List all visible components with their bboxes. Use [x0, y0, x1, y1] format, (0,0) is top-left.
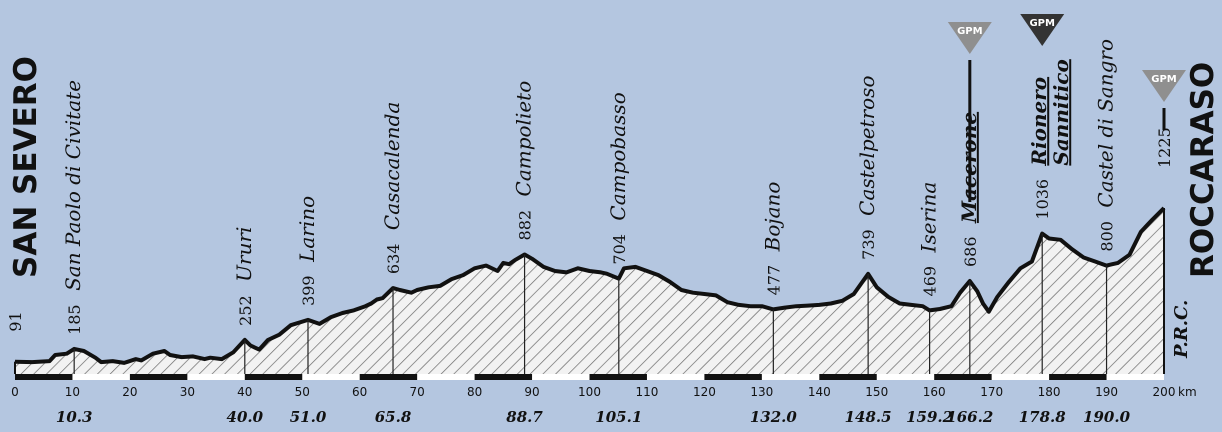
- waypoint-name: Iserina: [917, 182, 941, 254]
- x-tick-label: 0: [11, 385, 19, 399]
- x-tick-label: 160: [923, 385, 946, 399]
- waypoint-km-label: 10.3: [56, 408, 93, 426]
- waypoint-name: Campolieto: [512, 81, 536, 197]
- waypoint-name: Bojano: [760, 182, 784, 253]
- waypoint-km-label: 65.8: [375, 408, 412, 426]
- x-tick-label: 30: [180, 385, 195, 399]
- x-tick-label: 100: [578, 385, 601, 399]
- waypoint-altitude: 252: [236, 295, 255, 326]
- waypoint-altitude: 1036: [1033, 179, 1052, 220]
- waypoint-altitude: 185: [65, 304, 84, 335]
- axis-bar-segment: [589, 374, 647, 380]
- x-tick-label: 170: [980, 385, 1003, 399]
- waypoint-name: San Paolo di Civitate: [61, 80, 85, 291]
- axis-bar-segment: [359, 374, 418, 380]
- profile-line: [14, 206, 1166, 365]
- waypoint-name: Rionero: [1027, 77, 1051, 167]
- x-tick-label: 200: [1153, 385, 1176, 399]
- waypoint-km-label: 105.1: [595, 408, 642, 426]
- axis-bar-segment: [1049, 374, 1107, 380]
- waypoint-name: Larino: [295, 196, 319, 263]
- waypoint-altitude: 704: [610, 234, 629, 265]
- axis-bar-segment: [15, 374, 73, 380]
- waypoint-dropline-layer: [73, 233, 1108, 374]
- start-altitude: 91: [6, 311, 25, 331]
- waypoint-altitude: 634: [384, 244, 403, 275]
- x-tick-label: 180: [1038, 385, 1061, 399]
- axis-bar-segment: [819, 374, 877, 380]
- waypoint-altitude: 800: [1098, 221, 1117, 252]
- finish-town-label: ROCCARASO: [1185, 62, 1221, 278]
- x-tick-label: 60: [352, 385, 367, 399]
- x-tick-label: 90: [524, 385, 539, 399]
- waypoint-km-label: 148.5: [845, 408, 892, 426]
- waypoint-km-label: 166.2: [946, 408, 993, 426]
- x-unit-label: km: [1178, 385, 1197, 399]
- waypoint-km-label: 132.0: [750, 408, 798, 426]
- axis-bar-segment: [934, 374, 992, 380]
- x-tick-label: 50: [295, 385, 310, 399]
- axis-bar-segment: [129, 374, 188, 380]
- profile-area-layer: [14, 206, 1166, 374]
- x-tick-label: 10: [65, 385, 80, 399]
- waypoint-km-label: 190.0: [1083, 408, 1131, 426]
- gpm-flag-icon: [947, 22, 992, 54]
- waypoint-name: Campobasso: [606, 92, 630, 220]
- waypoint-name: Castelpetroso: [855, 76, 879, 216]
- waypoint-name: Castel di Sangro: [1094, 39, 1118, 208]
- x-tick-label: 150: [865, 385, 888, 399]
- start-town-label: SAN SEVERO: [8, 56, 44, 278]
- waypoint-name: Ururi: [232, 227, 256, 282]
- waypoint-altitude: 469: [921, 266, 940, 297]
- waypoint-km-label: 88.7: [506, 408, 543, 426]
- x-tick-label: 70: [410, 385, 425, 399]
- gpm-flag-icon: [1020, 14, 1065, 46]
- x-tick-label: 130: [750, 385, 773, 399]
- x-tick-label: 140: [808, 385, 831, 399]
- waypoint-km-label: 51.0: [290, 408, 327, 426]
- x-tick-label: 80: [467, 385, 482, 399]
- gpm-flag-icon: [1142, 70, 1186, 102]
- profile-area-fill: [15, 208, 1164, 374]
- gpm-label: GPM: [1029, 18, 1055, 29]
- waypoint-altitude: 686: [961, 236, 980, 267]
- waypoint-altitude: 882: [516, 210, 535, 241]
- gpm-marker-layer: GPM GPM GPM: [947, 14, 1186, 202]
- waypoint-label-layer: 185 San Paolo di Civitate 10.3 252 Ururi 40.0…: [6, 39, 1174, 426]
- axis-bar-segment: [244, 374, 303, 380]
- gpm-label: GPM: [1151, 74, 1177, 85]
- waypoint-name: Casacalenda: [380, 102, 404, 230]
- x-tick-label: 110: [635, 385, 658, 399]
- x-tick-label: 20: [122, 385, 137, 399]
- finish-altitude: 1225: [1155, 127, 1174, 168]
- distance-axis: 0 10 20 30 40 50 60 70 80 90 100 110 120 130 140 150 160…: [11, 374, 1197, 399]
- x-tick-label: 120: [693, 385, 716, 399]
- waypoint-altitude: 739: [859, 229, 878, 260]
- axis-bar-segment: [474, 374, 533, 380]
- waypoint-km-label: 40.0: [227, 408, 264, 426]
- waypoint-km-label: 159.2: [906, 408, 953, 426]
- x-tick-label: 40: [237, 385, 252, 399]
- waypoint-altitude: 477: [764, 265, 783, 296]
- axis-bar-segment: [704, 374, 762, 380]
- credit-label: P.R.C.: [1171, 300, 1192, 359]
- gpm-label: GPM: [957, 26, 983, 37]
- waypoint-altitude: 399: [299, 275, 318, 306]
- waypoint-name: Sannitico: [1049, 59, 1073, 165]
- waypoint-km-label: 178.8: [1019, 408, 1067, 426]
- x-tick-label: 190: [1095, 385, 1118, 399]
